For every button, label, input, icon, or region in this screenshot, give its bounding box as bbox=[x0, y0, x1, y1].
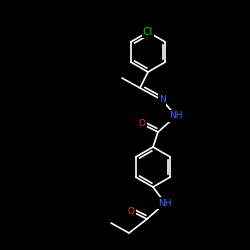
Text: NH: NH bbox=[169, 112, 183, 120]
Text: O: O bbox=[138, 120, 145, 128]
Text: NH: NH bbox=[158, 198, 172, 207]
Text: Cl: Cl bbox=[143, 27, 153, 37]
Text: O: O bbox=[128, 206, 134, 216]
Text: N: N bbox=[159, 96, 166, 104]
